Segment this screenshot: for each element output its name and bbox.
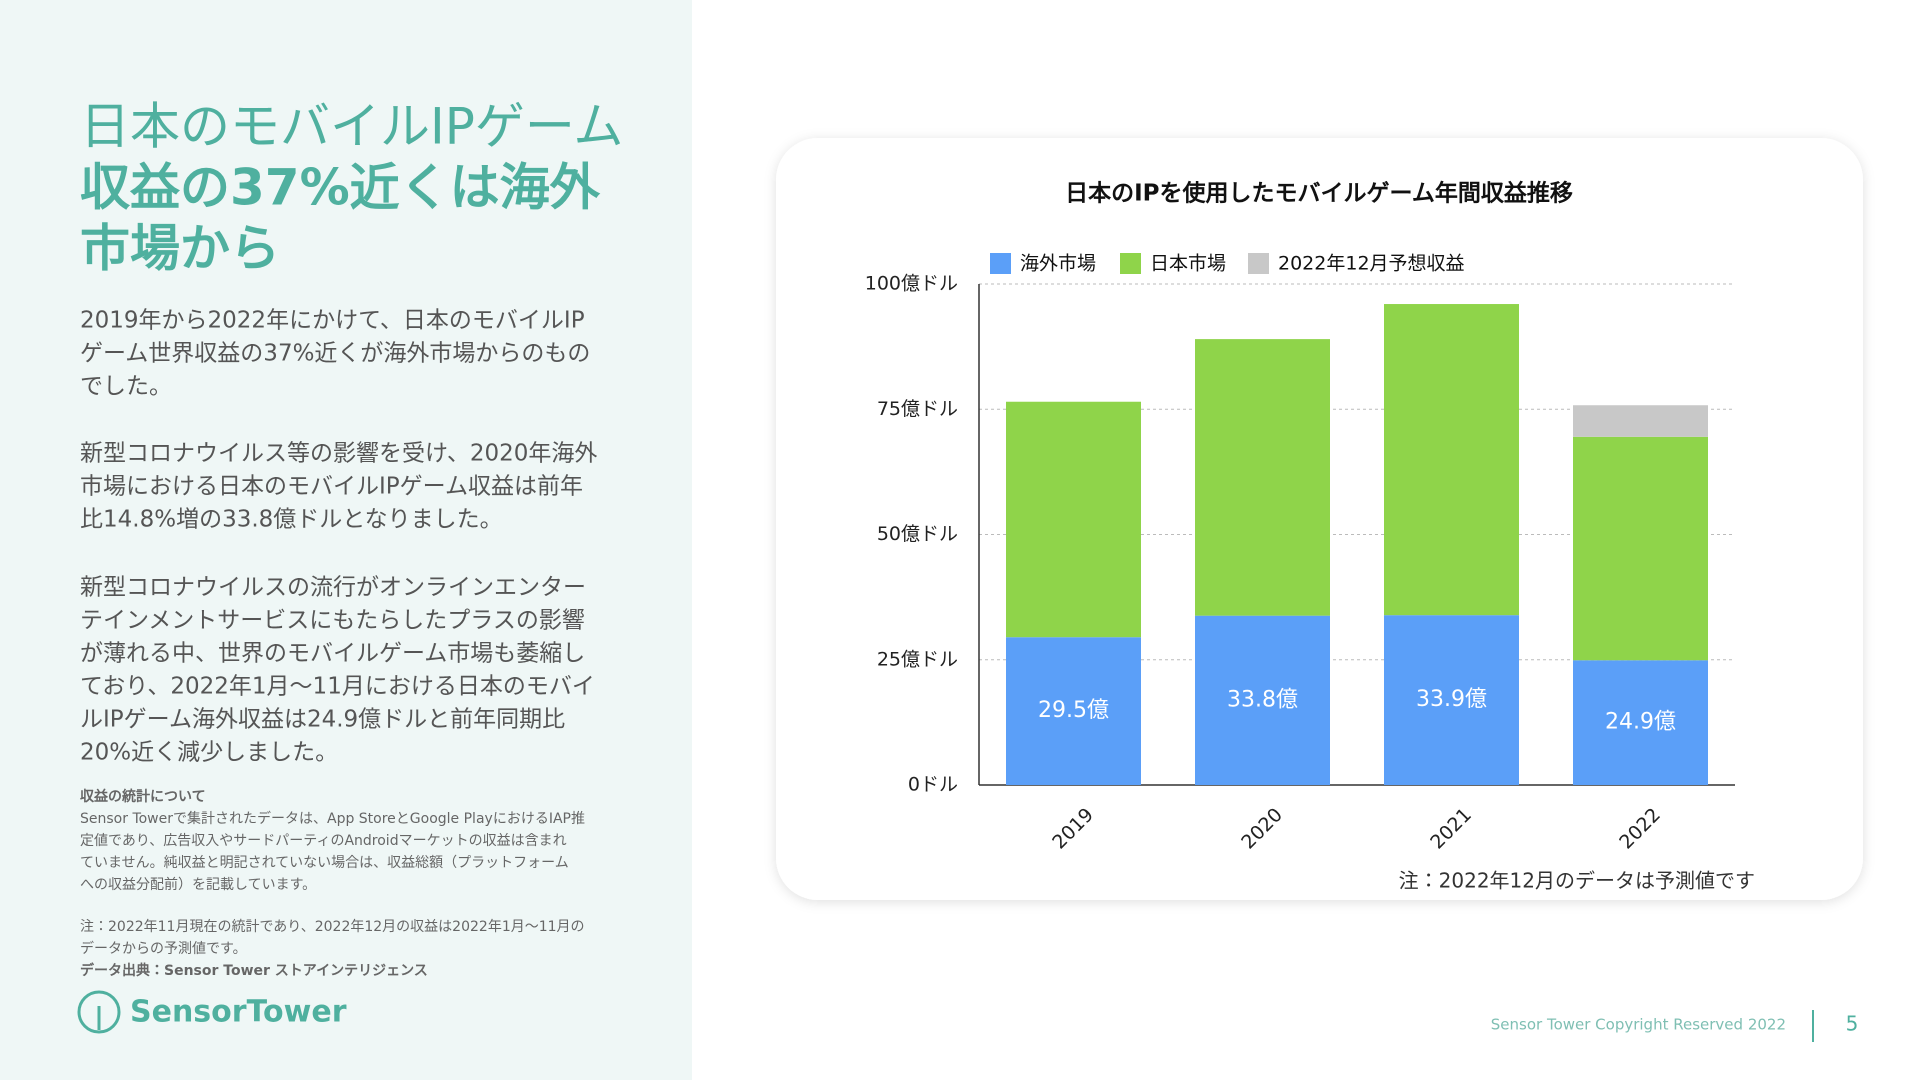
legend-label: 海外市場 [1020,253,1096,275]
y-tick-label: 100億ドル [865,273,958,295]
legend-label: 日本市場 [1150,253,1226,275]
body-text: ゲーム世界収益の37%近くが海外市場からのもの [80,341,590,367]
bar-segment [1573,436,1708,661]
body-text: ており、2022年1月〜11月における日本のモバイ [80,674,595,700]
body-text: ルIPゲーム海外収益は24.9億ドルと前年同期比 [80,707,565,733]
legend-swatch [1248,253,1269,274]
chart-title: 日本のIPを使用したモバイルゲーム年間収益推移 [1065,180,1573,207]
notes-heading: 収益の統計について [80,788,206,805]
bar-segment [1006,637,1141,785]
legend-label: 2022年12月予想収益 [1278,253,1465,275]
notes-text: 定値であり、広告収入やサードパーティのAndroidマーケットの収益は含まれ [80,833,567,849]
value-label: 33.8億 [1227,687,1298,712]
slide-title: 収益の37%近くは海外 [80,159,601,217]
y-tick-label: 0ドル [908,774,958,796]
body-text: でした。 [80,374,172,400]
value-label: 24.9億 [1605,710,1676,735]
body-text: が薄れる中、世界のモバイルゲーム市場も萎縮し [80,641,585,667]
side-panel [0,0,692,1080]
body-text: 市場における日本のモバイルIPゲーム収益は前年 [80,474,583,500]
notes-text: ていません。純収益と明記されていない場合は、収益総額（プラットフォーム [80,855,569,871]
footnote: 注：2022年11月現在の統計であり、2022年12月の収益は2022年1月〜1… [80,919,585,935]
bar-segment [1006,401,1141,638]
logo-text: SensorTower [130,995,347,1030]
notes-text: への収益分配前）を記載しています。 [80,876,316,893]
notes-text: Sensor Towerで集計されたデータは、App StoreとGoogle … [80,810,585,827]
footnote: データからの予測値です。 [80,940,247,957]
source: データ出典：Sensor Tower ストアインテリジェンス [80,962,428,979]
slide-title: 市場から [80,220,280,278]
body-text: 新型コロナウイルス等の影響を受け、2020年海外 [80,441,597,467]
y-tick-label: 50億ドル [877,523,958,545]
bar-segment [1195,339,1330,616]
body-text: 新型コロナウイルスの流行がオンラインエンター [80,575,586,601]
body-text: 20%近く減少しました。 [80,740,338,766]
value-label: 33.9億 [1416,687,1487,712]
page-number: 5 [1846,1012,1859,1036]
y-tick-label: 25億ドル [877,648,958,670]
body-text: 比14.8%増の33.8億ドルとなりました。 [80,507,503,533]
logo-icon [77,990,121,1034]
body-text: テインメントサービスにもたらしたプラスの影響 [80,608,585,634]
bar-segment [1573,660,1708,785]
bar-segment [1384,304,1519,616]
bar-segment [1573,405,1708,437]
copyright: Sensor Tower Copyright Reserved 2022 [1491,1016,1786,1034]
y-tick-label: 75億ドル [877,398,958,420]
slide-title: 日本のモバイルIPゲーム [80,98,623,156]
bar-segment [1384,615,1519,785]
value-label: 29.5億 [1038,698,1109,723]
bar-segment [1195,615,1330,785]
legend-swatch [990,253,1011,274]
legend-swatch [1120,253,1141,274]
chart-note: 注：2022年12月のデータは予測値です [1399,869,1755,893]
body-text: 2019年から2022年にかけて、日本のモバイルIP [80,308,585,334]
